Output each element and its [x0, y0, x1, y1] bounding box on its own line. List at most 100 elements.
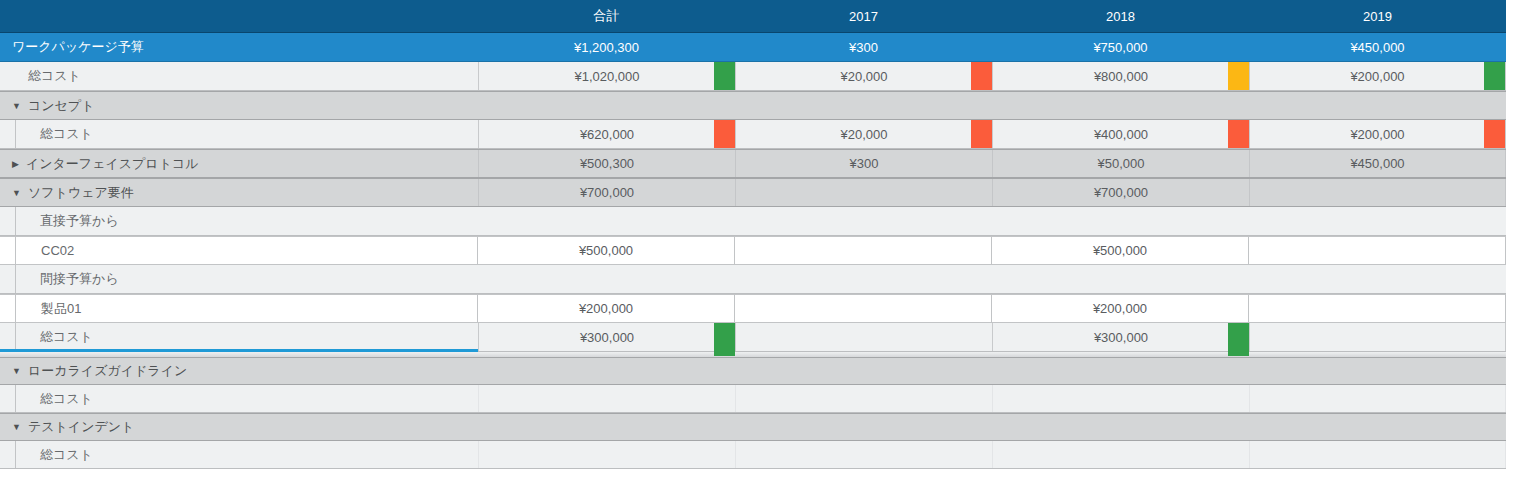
row-label-cell[interactable]: 製品01 [15, 295, 478, 322]
value-cell-2018[interactable]: ¥500,000 [992, 237, 1249, 264]
value-cell-合計: ¥700,000 [478, 179, 735, 206]
cell-value: ¥500,000 [1093, 243, 1147, 258]
cell-value: ¥20,000 [841, 69, 888, 84]
value-cell-2018 [992, 265, 1249, 293]
row-software-total-cost: 総コスト¥300,000¥300,000 [0, 323, 1506, 352]
cell-value: ¥450,000 [1350, 40, 1404, 55]
value-cell-2017: ¥300 [735, 150, 992, 177]
value-cell-合計[interactable]: ¥200,000 [478, 295, 735, 322]
row-from-indirect-budget: 間接予算から [0, 265, 1506, 294]
row-label-cell: 総コスト [0, 441, 478, 468]
section-inset-border [15, 441, 16, 468]
header-col-2017: 2017 [735, 0, 992, 32]
row-workpackage-budget: ワークパッケージ予算¥1,200,300¥300¥750,000¥450,000 [0, 33, 1506, 62]
value-cell-2018[interactable]: ¥200,000 [992, 295, 1249, 322]
value-cell-2017 [735, 441, 992, 468]
value-cell-2018: ¥50,000 [992, 150, 1249, 177]
status-indicator-red [1484, 120, 1505, 148]
value-cell-合計 [478, 265, 735, 293]
cell-value: ¥200,000 [579, 301, 633, 316]
cell-value: ¥300,000 [1094, 330, 1148, 345]
value-cell-2017 [735, 207, 992, 235]
row-label-cell: ▼ テストインデント [0, 414, 478, 440]
cell-value: ¥200,000 [1350, 69, 1404, 84]
value-cell-2019[interactable] [1249, 237, 1506, 264]
value-cell-2018: ¥800,000 [992, 62, 1249, 90]
header-col-2019: 2019 [1249, 0, 1506, 32]
cell-value: ¥450,000 [1350, 156, 1404, 171]
value-cell-2017[interactable] [735, 295, 992, 322]
row-label: 総コスト [40, 390, 93, 408]
row-label: 総コスト [40, 125, 93, 143]
collapse-arrow-icon[interactable]: ▼ [12, 188, 21, 198]
cell-value: ¥200,000 [1350, 127, 1404, 142]
value-cell-合計 [478, 358, 735, 384]
section-inset-border [15, 265, 16, 293]
status-indicator-red [1228, 120, 1249, 148]
row-product01: 製品01 ¥200,000 ¥200,000 [0, 294, 1506, 323]
value-cell-2018 [992, 414, 1249, 440]
value-cell-2018 [992, 441, 1249, 468]
expand-arrow-icon[interactable]: ▶ [12, 159, 19, 169]
cell-value: ¥800,000 [1094, 69, 1148, 84]
collapse-arrow-icon[interactable]: ▼ [12, 422, 21, 432]
cell-value: ¥750,000 [1093, 40, 1147, 55]
row-indent-spacer [0, 295, 15, 322]
cell-value: ¥1,200,300 [574, 40, 639, 55]
section-test-indent[interactable]: ▼ テストインデント [0, 413, 1506, 441]
value-cell-2019: ¥200,000 [1249, 62, 1506, 90]
status-indicator-green [714, 323, 735, 356]
value-cell-2017 [735, 323, 992, 351]
row-label-cell[interactable]: CC02 [15, 237, 478, 264]
cell-value: ¥20,000 [841, 127, 888, 142]
row-from-direct-budget: 直接予算から [0, 207, 1506, 236]
row-cc02: CC02¥500,000¥500,000 [0, 236, 1506, 265]
value-cell-2017: ¥20,000 [735, 62, 992, 90]
section-inset-border [15, 385, 16, 412]
value-cell-合計: ¥300,000 [478, 323, 735, 351]
section-concept[interactable]: ▼コンセプト [0, 91, 1506, 120]
cell-value: ¥700,000 [1094, 185, 1148, 200]
section-inset-border [15, 323, 16, 351]
value-cell-2019 [1249, 265, 1506, 293]
value-cell-合計[interactable]: ¥500,000 [478, 237, 735, 264]
row-label: 総コスト [40, 446, 93, 464]
row-label-cell: ワークパッケージ予算 [0, 33, 478, 61]
value-cell-2019 [1249, 179, 1506, 206]
value-cell-2017[interactable] [735, 237, 992, 264]
section-interface-protocol[interactable]: ▶ インターフェイスプロトコル ¥500,300 ¥300 ¥50,000 ¥450,00… [0, 149, 1506, 178]
value-cell-2019: ¥450,000 [1249, 33, 1506, 61]
value-cell-2019: ¥450,000 [1249, 150, 1506, 177]
row-label: ローカライズガイドライン [28, 362, 187, 380]
row-label-cell[interactable]: 総コスト [0, 323, 478, 351]
cell-value: ¥620,000 [580, 127, 634, 142]
row-test-total-cost: 総コスト [0, 441, 1506, 469]
cell-value: ¥200,000 [1093, 301, 1147, 316]
value-cell-合計 [478, 207, 735, 235]
row-label: インターフェイスプロトコル [26, 155, 199, 173]
value-cell-2019 [1249, 414, 1506, 440]
section-software-requirements[interactable]: ▼ソフトウェア要件¥700,000¥700,000 [0, 178, 1506, 207]
row-indent-spacer [0, 237, 15, 264]
cell-value: ¥400,000 [1094, 127, 1148, 142]
value-cell-2019 [1249, 323, 1506, 351]
collapse-arrow-icon[interactable]: ▼ [12, 366, 21, 376]
status-indicator-yellow [1228, 62, 1249, 90]
value-cell-2017 [735, 385, 992, 412]
cell-value: ¥300 [850, 156, 879, 171]
section-inset-border [15, 207, 16, 235]
row-label-cell: ▶ インターフェイスプロトコル [0, 150, 478, 177]
value-cell-合計 [478, 92, 735, 119]
row-label: テストインデント [28, 418, 134, 436]
value-cell-合計: ¥1,200,300 [478, 33, 735, 61]
value-cell-2017 [735, 358, 992, 384]
collapse-arrow-icon[interactable]: ▼ [12, 101, 21, 111]
value-cell-合計: ¥500,300 [478, 150, 735, 177]
status-indicator-red [714, 120, 735, 148]
value-cell-2019[interactable] [1249, 295, 1506, 322]
value-cell-2019 [1249, 385, 1506, 412]
row-label-cell: 直接予算から [0, 207, 478, 235]
value-cell-2017 [735, 414, 992, 440]
row-label-cell: 総コスト [0, 62, 478, 90]
section-localization-guideline[interactable]: ▼ ローカライズガイドライン [0, 357, 1506, 385]
